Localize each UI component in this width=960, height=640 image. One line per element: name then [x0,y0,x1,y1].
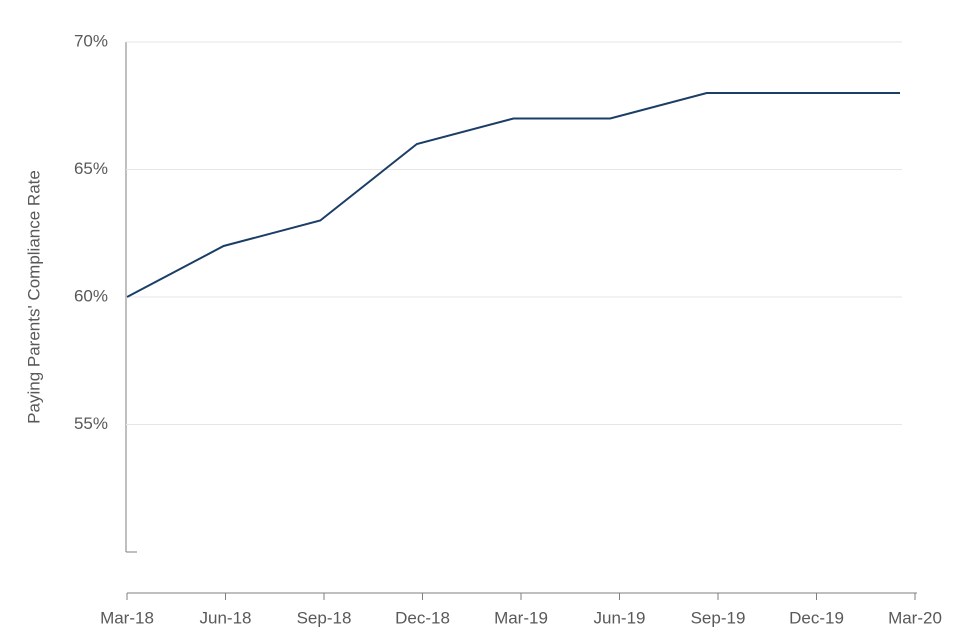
x-tick-label: Mar-19 [494,608,548,627]
x-tick-label: Mar-20 [888,608,942,627]
y-axis-label: Paying Parents' Compliance Rate [24,170,43,424]
x-tick-label: Jun-19 [594,608,646,627]
x-tick-label: Dec-19 [789,608,844,627]
data-line [126,92,900,298]
x-tick-label: Jun-18 [200,608,252,627]
x-tick-label: Dec-18 [395,608,450,627]
y-tick-label: 60% [74,286,108,305]
x-tick-label: Mar-18 [100,608,154,627]
y-tick-label: 70% [74,31,108,50]
x-tick-label: Sep-18 [297,608,352,627]
y-tick-label: 65% [74,159,108,178]
y-tick-label: 55% [74,414,108,433]
x-tick-label: Sep-19 [691,608,746,627]
